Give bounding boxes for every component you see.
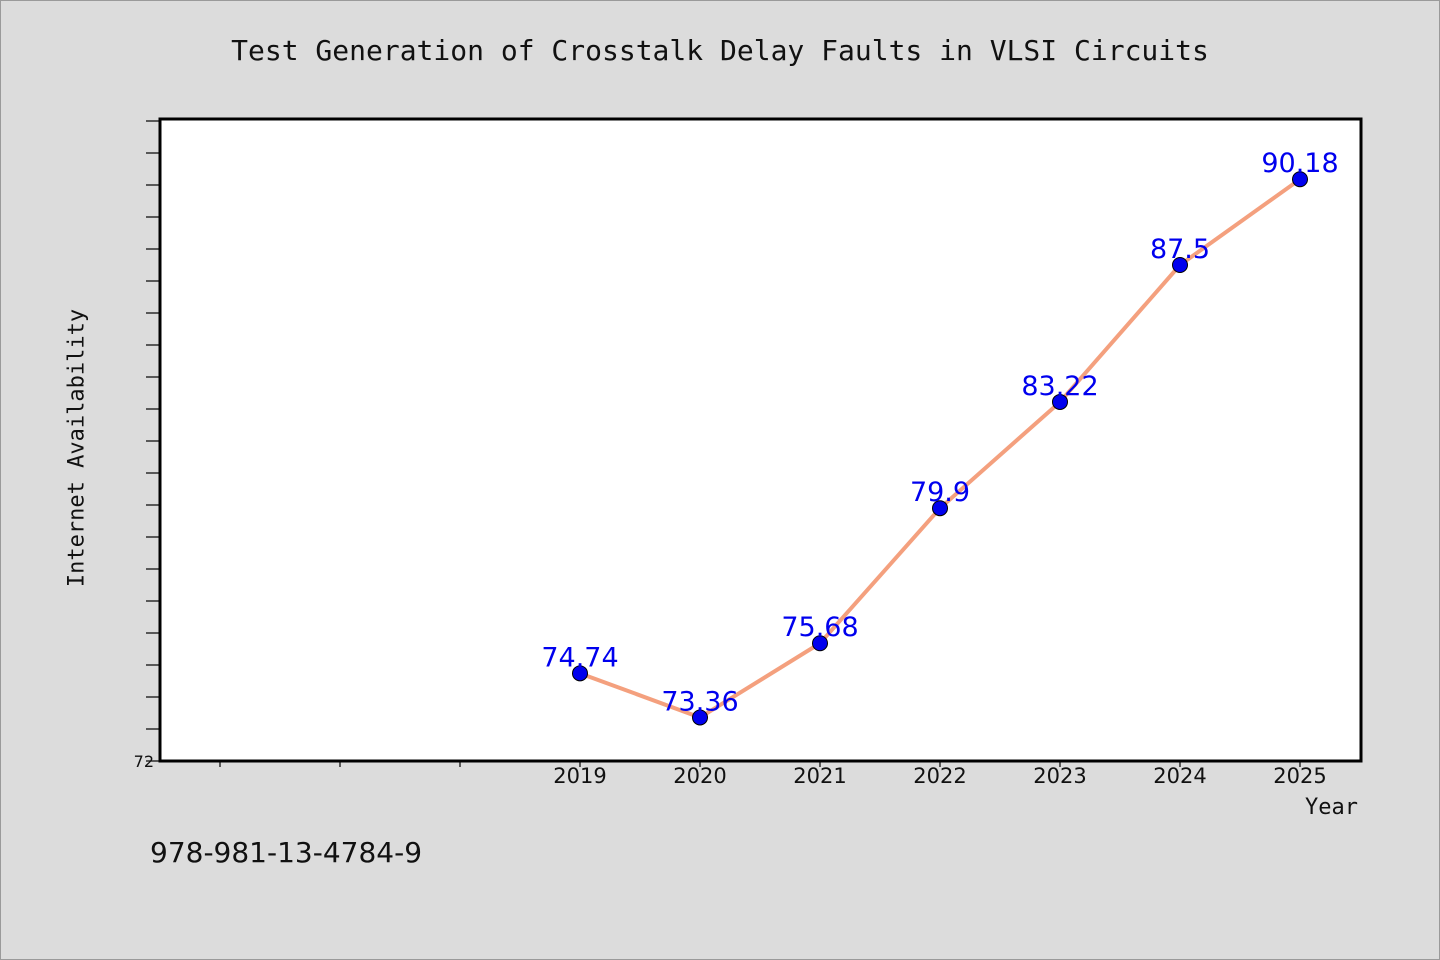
data-label-2022: 79.9 — [910, 477, 970, 508]
plot-area — [158, 117, 1363, 763]
data-point-2019 — [572, 665, 588, 682]
series-group — [572, 171, 1308, 726]
data-labels: 74.74 73.36 75.68 79.9 83.22 87.5 90.18 — [541, 148, 1338, 717]
chart-title: Test Generation of Crosstalk Delay Fault… — [231, 34, 1209, 67]
data-point-2023 — [1052, 393, 1068, 410]
data-label-2019: 74.74 — [541, 642, 618, 673]
data-point-2022 — [932, 500, 948, 517]
isbn-text: 978-981-13-4784-9 — [150, 836, 423, 869]
x-ticks: 2019 2020 2021 2022 2023 2024 2025 — [219, 761, 1327, 788]
x-axis-label: Year — [1305, 795, 1358, 820]
data-point-2024 — [1172, 257, 1188, 273]
x-tick-label-2021: 2021 — [793, 764, 846, 788]
y-tick-label: 72 — [134, 752, 154, 771]
data-label-2024: 87.5 — [1150, 234, 1210, 265]
y-ticks: 72 — [134, 120, 160, 771]
data-label-2023: 83.22 — [1021, 371, 1098, 402]
data-point-2021 — [812, 635, 828, 652]
data-label-2020: 73.36 — [661, 686, 738, 717]
x-tick-label-2019: 2019 — [553, 764, 606, 788]
data-label-2021: 75.68 — [781, 612, 858, 643]
data-point-2025 — [1292, 171, 1308, 188]
x-tick-label-2024: 2024 — [1153, 764, 1206, 788]
x-tick-label-2020: 2020 — [673, 764, 726, 788]
data-point-2020 — [692, 709, 708, 726]
x-tick-label-2025: 2025 — [1273, 764, 1326, 788]
x-tick-label-2023: 2023 — [1033, 764, 1086, 788]
data-label-2025: 90.18 — [1261, 148, 1338, 179]
x-tick-label-2022: 2022 — [913, 764, 966, 788]
